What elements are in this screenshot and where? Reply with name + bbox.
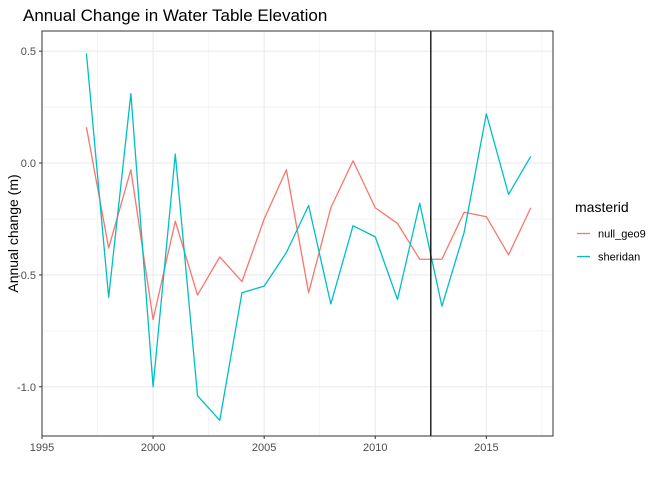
series-line-sheridan [85,53,532,421]
x-tick-label: 2000 [141,442,165,454]
legend-label: sheridan [598,252,640,264]
legend: masterid null_geo9 sheridan [575,199,646,265]
y-tick-label: -0.5 [17,270,36,282]
plot-border [41,30,554,437]
plot-area [41,30,554,437]
series-line-null_geo9 [85,127,532,321]
x-tick-label: 1995 [30,442,54,454]
legend-title: masterid [575,199,629,215]
y-tick-label: 0.5 [21,46,36,58]
x-axis: 1995 2000 2005 2010 2015 [30,436,499,454]
legend-label: null_geo9 [598,229,646,241]
x-tick-label: 2010 [363,442,387,454]
y-axis-title: Annual change (m) [5,174,21,292]
y-tick-label: -1.0 [17,382,36,394]
x-tick-label: 2005 [252,442,276,454]
series-layer [85,53,532,421]
chart-title: Annual Change in Water Table Elevation [23,6,327,25]
y-tick-label: 0.0 [21,158,36,170]
x-tick-label: 2015 [474,442,498,454]
y-axis: 0.5 0.0 -0.5 -1.0 [17,46,42,394]
